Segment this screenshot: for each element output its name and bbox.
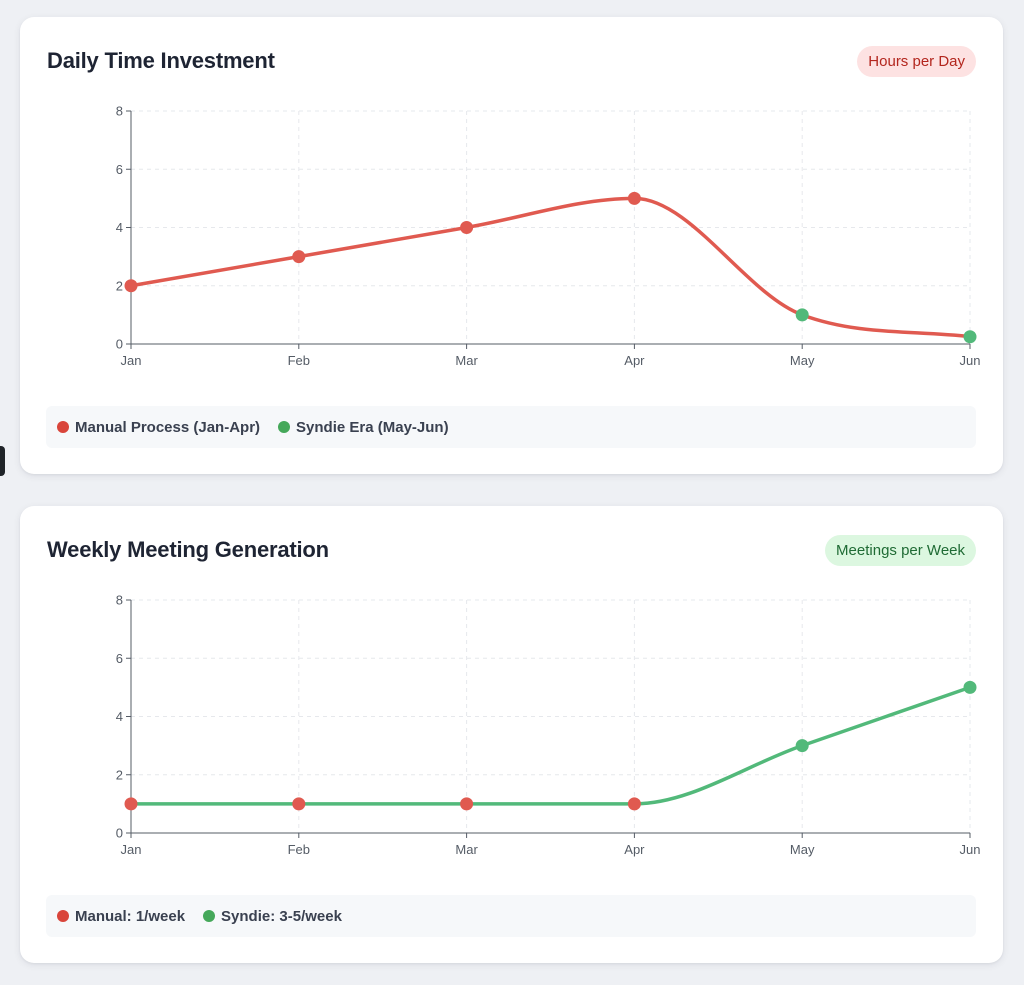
x-tick-label: Jan <box>121 353 142 368</box>
y-tick-label: 2 <box>116 278 123 293</box>
legend-label: Syndie: 3-5/week <box>221 907 342 925</box>
data-point <box>795 308 809 322</box>
x-tick-label: Feb <box>288 842 310 857</box>
y-tick-label: 2 <box>116 767 123 782</box>
legend-dot-syndie <box>203 910 216 922</box>
x-tick-label: Jun <box>960 842 981 857</box>
legend-label: Manual: 1/week <box>75 907 186 925</box>
legend-label: Manual Process (Jan-Apr) <box>75 418 261 436</box>
data-point <box>963 330 977 344</box>
chart-title: Daily Time Investment <box>47 48 275 73</box>
data-point <box>460 797 474 811</box>
unit-badge: Meetings per Week <box>825 535 976 566</box>
y-tick-label: 8 <box>116 104 123 119</box>
data-point <box>627 797 641 811</box>
x-tick-label: Feb <box>288 353 310 368</box>
series-line <box>129 196 972 339</box>
x-tick-label: Apr <box>624 353 645 368</box>
y-tick-label: 8 <box>116 593 123 608</box>
legend-label: Syndie Era (May-Jun) <box>296 418 449 436</box>
y-tick-label: 0 <box>116 337 123 352</box>
data-point <box>292 797 306 811</box>
daily-time-card: Daily Time Investment Hours per Day 0 2 4 6… <box>20 17 1003 474</box>
y-tick-label: 6 <box>116 162 123 177</box>
unit-badge: Hours per Day <box>857 46 976 77</box>
daily-time-chart: 0 2 4 6 8 Jan Feb Mar Apr May Jun <box>116 104 981 369</box>
data-point <box>292 250 306 264</box>
x-tick-label: Jun <box>960 353 981 368</box>
data-point <box>460 221 474 234</box>
data-point <box>795 739 809 753</box>
legend-item-syndie: Syndie: 3-5/week <box>203 908 342 925</box>
chart-legend: Manual Process (Jan-Apr) Syndie Era (May… <box>46 406 976 448</box>
y-tick-label: 0 <box>116 826 123 841</box>
y-tick-label: 4 <box>116 220 123 235</box>
x-tick-label: Mar <box>455 353 478 368</box>
y-tick-label: 6 <box>116 651 123 666</box>
legend-item-manual: Manual: 1/week <box>57 908 185 925</box>
series-line <box>129 685 972 806</box>
chart-legend: Manual: 1/week Syndie: 3-5/week <box>46 895 976 937</box>
x-tick-label: May <box>790 842 815 857</box>
x-tick-label: Apr <box>624 842 645 857</box>
data-point <box>963 680 977 694</box>
weekly-meetings-card: Weekly Meeting Generation Meetings per W… <box>20 506 1003 963</box>
x-tick-label: Jan <box>121 842 142 857</box>
x-tick-label: Mar <box>455 842 478 857</box>
y-tick-label: 4 <box>116 709 123 724</box>
side-panel-tab[interactable] <box>0 446 5 476</box>
x-tick-label: May <box>790 353 815 368</box>
data-point <box>124 279 138 293</box>
legend-item-manual: Manual Process (Jan-Apr) <box>57 419 260 436</box>
weekly-meetings-chart: 0 2 4 6 8 Jan Feb Mar Apr May Jun <box>116 593 981 858</box>
legend-item-syndie: Syndie Era (May-Jun) <box>278 419 449 436</box>
data-point <box>627 191 641 205</box>
legend-dot-syndie <box>278 421 291 433</box>
legend-dot-manual <box>57 421 69 433</box>
data-point <box>124 797 138 811</box>
chart-title: Weekly Meeting Generation <box>47 537 329 562</box>
legend-dot-manual <box>57 910 69 922</box>
